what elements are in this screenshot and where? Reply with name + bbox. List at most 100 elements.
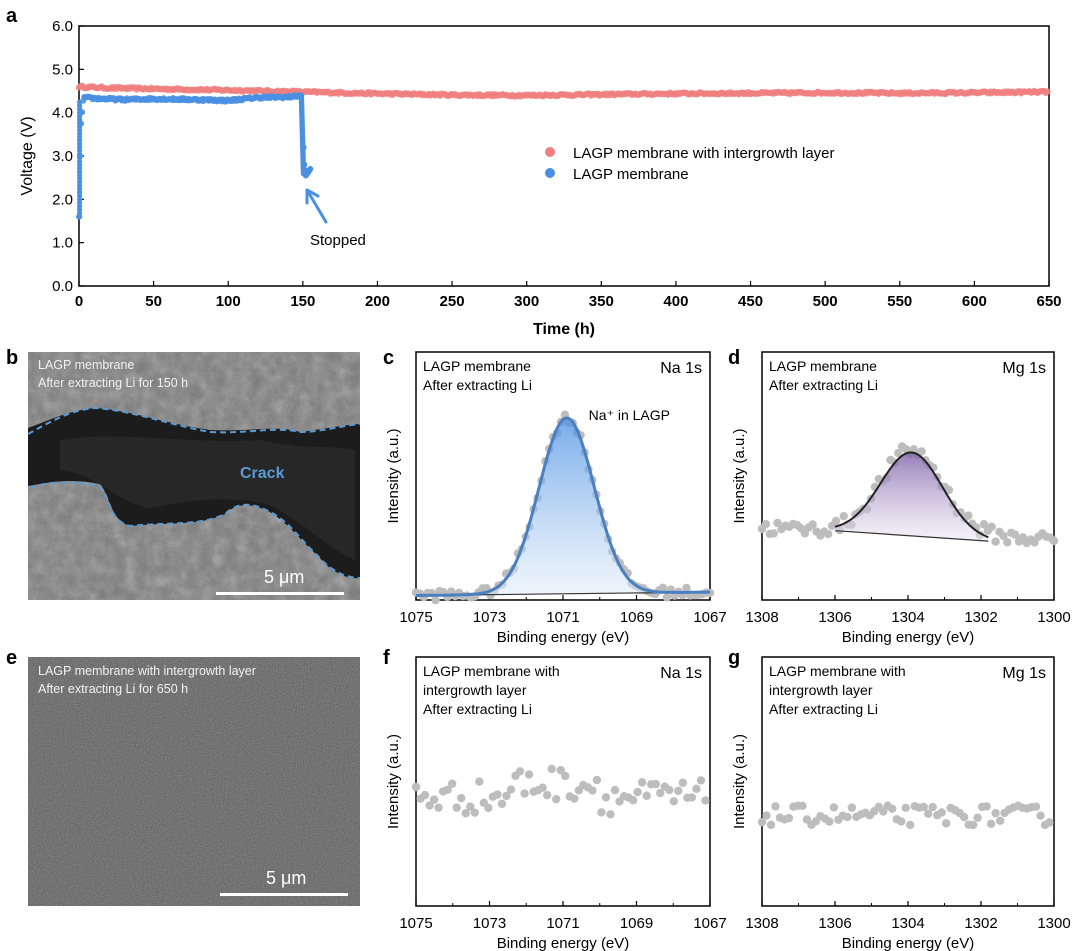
data-point-f: [633, 787, 642, 797]
data-point-d: [808, 520, 817, 529]
x-tick-label-a: 650: [1036, 293, 1061, 310]
crack-region-shade: [60, 436, 355, 560]
data-point-g: [959, 812, 969, 822]
data-point-f: [475, 777, 484, 786]
panel-label-c: c: [383, 347, 394, 369]
point-membrane: [307, 166, 314, 172]
data-point-f: [556, 766, 565, 775]
sample-label-d: LAGP membrane: [769, 358, 877, 374]
y-tick-label-a: 6.0: [52, 18, 73, 35]
sem-e-scale-label: 5 μm: [266, 868, 307, 888]
x-axis-label-d: Binding energy (eV): [842, 629, 975, 646]
data-point-g: [879, 807, 888, 816]
data-point-f: [701, 796, 710, 805]
x-tick-label-a: 550: [887, 293, 912, 310]
y-tick-label-a: 1.0: [52, 235, 73, 252]
data-point-f: [470, 808, 479, 817]
data-point-d: [831, 516, 841, 526]
data-point-g: [906, 820, 915, 830]
data-point-f: [642, 791, 651, 800]
data-point-f: [665, 785, 674, 795]
x-tick-label-a: 450: [738, 293, 763, 310]
data-point-g: [897, 817, 906, 826]
data-point-g: [784, 813, 794, 823]
x-tick-label-a: 400: [663, 293, 688, 310]
sem-image-e: [28, 657, 360, 906]
x-tick-label-a: 600: [962, 293, 987, 310]
data-point-d: [839, 512, 848, 521]
data-point-d: [773, 518, 782, 528]
data-point-f: [597, 808, 606, 817]
stopped-annotation: Stopped: [310, 232, 366, 249]
x-tick-label-c: 1069: [620, 609, 653, 626]
x-tick-label-g: 1300: [1037, 915, 1070, 932]
data-point-f: [506, 785, 516, 794]
sem-e-caption-line2: After extracting Li for 650 h: [38, 682, 189, 696]
data-point-d: [1010, 530, 1020, 539]
y-axis-label-c: Intensity (a.u.): [385, 428, 402, 523]
x-tick-label-c: 1073: [473, 609, 506, 626]
panel-label-b: b: [6, 347, 18, 369]
data-point-f: [447, 779, 457, 788]
xps-mg-chart-g: 1308 1306 1304 1302 1300 Binding energy (eV) I…: [731, 656, 1071, 951]
data-point-g: [829, 803, 839, 812]
panel-label-f: f: [383, 647, 390, 669]
x-tick-label-g: 1306: [818, 915, 851, 932]
sample-label-c: LAGP membrane: [423, 358, 531, 374]
data-point-f: [420, 790, 430, 800]
data-point-f: [493, 790, 502, 799]
sample-label-d: After extracting Li: [769, 377, 878, 393]
data-point-f: [628, 796, 638, 805]
data-point-f: [443, 785, 452, 795]
x-tick-label-c: 1067: [693, 609, 726, 626]
data-point-g: [928, 802, 937, 812]
x-tick-label-f: 1071: [546, 915, 579, 932]
crack-boundary-lower: [29, 481, 361, 579]
y-tick-label-a: 3.0: [52, 148, 73, 165]
data-point-g: [1031, 802, 1041, 811]
data-point-g: [1036, 811, 1045, 820]
x-tick-label-c: 1071: [546, 609, 579, 626]
sem-image-b: [27, 352, 361, 600]
data-point-f: [502, 791, 511, 801]
sample-label-g: intergrowth layer: [769, 682, 873, 698]
data-point-d: [894, 448, 903, 458]
data-point-g: [825, 817, 834, 826]
x-axis-label-g: Binding energy (eV): [842, 935, 975, 951]
data-point-f: [542, 790, 552, 800]
peak-fit-d: [834, 451, 989, 539]
data-point-d: [944, 485, 954, 495]
point-membrane: [300, 144, 307, 151]
sample-label-g: After extracting Li: [769, 701, 878, 717]
x-tick-label-a: 50: [145, 293, 162, 310]
background-line-d: [834, 530, 989, 542]
data-point-f: [484, 803, 493, 813]
x-axis-label-f: Binding energy (eV): [497, 935, 630, 951]
y-tick-label-a: 5.0: [52, 61, 73, 78]
data-point-g: [982, 802, 991, 811]
sample-label-f: intergrowth layer: [423, 682, 527, 698]
x-tick-label-a: 350: [589, 293, 614, 310]
data-point-d: [761, 519, 771, 529]
data-point-f: [524, 770, 534, 779]
data-point-d: [917, 447, 926, 456]
x-tick-label-a: 100: [216, 293, 241, 310]
x-axis-label-c: Binding energy (eV): [497, 629, 630, 646]
core-level-title-f: Na 1s: [660, 665, 702, 682]
panel-label-e: e: [6, 647, 17, 669]
peak-fit-c: [416, 416, 710, 597]
data-point-g: [843, 812, 852, 822]
x-tick-label-f: 1075: [399, 915, 432, 932]
data-point-f: [610, 785, 620, 795]
data-point-f: [687, 793, 697, 802]
crack-boundary-upper: [27, 406, 361, 435]
data-point-f: [466, 802, 475, 811]
data-point-f: [588, 786, 597, 795]
legend-label-intergrowth: LAGP membrane with intergrowth layer: [573, 145, 835, 162]
data-point-g: [847, 803, 857, 812]
x-tick-label-d: 1300: [1037, 609, 1070, 626]
legend-marker-membrane: [545, 168, 555, 178]
x-tick-label-g: 1302: [964, 915, 997, 932]
data-point-c: [662, 593, 672, 602]
